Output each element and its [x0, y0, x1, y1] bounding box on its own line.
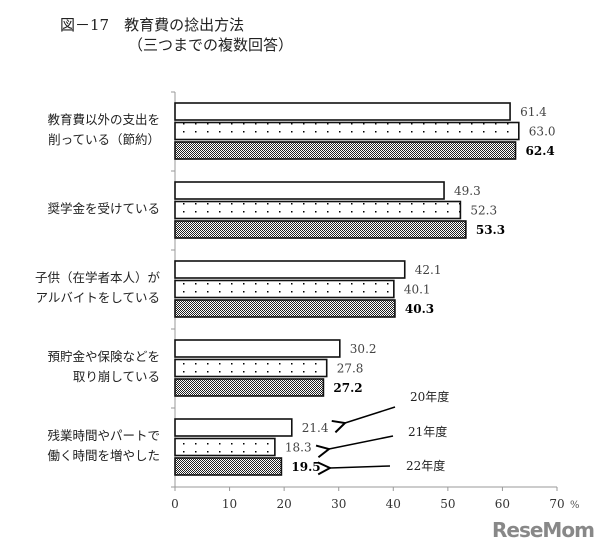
legend-arrow-icon [330, 466, 391, 468]
data-label: 27.8 [337, 362, 364, 376]
x-tick-label: 30 [331, 497, 346, 511]
x-tick-label: 0 [171, 497, 179, 511]
data-label: 52.3 [470, 204, 497, 218]
x-tick-label: 50 [440, 497, 455, 511]
data-label: 49.3 [454, 184, 481, 198]
x-tick-label: 10 [222, 497, 237, 511]
bar-21年度 [174, 279, 395, 299]
resemom-watermark: ReseMom [492, 518, 595, 542]
x-unit-label: % [570, 500, 580, 511]
category-label: 残業時間やパートで [47, 428, 160, 443]
data-label: 53.3 [476, 223, 505, 237]
data-label: 18.3 [285, 441, 312, 455]
category-label: アルバイトをしている [35, 290, 160, 305]
data-label: 30.2 [350, 342, 377, 356]
legend-label: 22年度 [406, 458, 445, 473]
data-label: 27.2 [333, 381, 362, 395]
legend-arrow-icon [345, 406, 396, 423]
data-label: 40.1 [404, 283, 431, 297]
category-label: 教育費以外の支出を [47, 112, 160, 127]
legend-label: 20年度 [410, 389, 449, 404]
category-label: 削っている（節約） [48, 132, 160, 147]
category-label: 働く時間を増やした [47, 448, 160, 463]
legend-label: 21年度 [408, 424, 447, 439]
bar-22年度 [174, 299, 396, 318]
data-label: 62.4 [526, 144, 555, 158]
bar-21年度 [174, 437, 276, 457]
category-label: 子供（在学者本人）が [35, 270, 161, 285]
bar-22年度 [174, 378, 325, 397]
bar-20年度 [174, 339, 341, 358]
bar-21年度 [174, 358, 328, 378]
x-tick-label: 70 [549, 497, 564, 511]
legend-arrow-icon [329, 435, 394, 449]
data-label: 42.1 [415, 263, 442, 277]
data-label: 21.4 [302, 421, 329, 435]
x-tick-label: 60 [495, 497, 510, 511]
bar-20年度 [174, 102, 511, 121]
bar-22年度 [174, 457, 283, 476]
bar-22年度 [174, 141, 517, 160]
bar-20年度 [174, 260, 406, 279]
x-tick-label: 20 [277, 497, 292, 511]
data-label: 40.3 [405, 302, 434, 316]
bar-21年度 [174, 121, 520, 141]
bar-20年度 [174, 181, 445, 200]
category-label: 預貯金や保険などを [47, 349, 160, 364]
data-label: 63.0 [529, 125, 556, 139]
bar-21年度 [174, 200, 462, 220]
chart-title: 図－17 教育費の捻出方法 [60, 16, 245, 34]
x-tick-label: 40 [386, 497, 401, 511]
data-label: 19.5 [291, 460, 320, 474]
category-label: 取り崩している [73, 369, 160, 384]
bar-22年度 [174, 220, 467, 239]
chart-subtitle: （三つまでの複数回答） [128, 36, 294, 54]
category-label: 奨学金を受けている [47, 201, 160, 216]
bar-20年度 [174, 418, 293, 437]
data-label: 61.4 [520, 105, 547, 119]
